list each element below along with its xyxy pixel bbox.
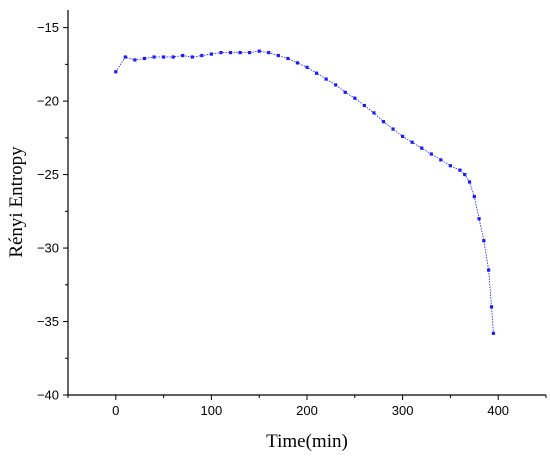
plot-area — [114, 49, 496, 335]
y-tick-label: −20 — [37, 94, 59, 109]
data-point — [142, 56, 147, 61]
data-point — [420, 146, 424, 150]
data-point — [123, 55, 127, 59]
data-point — [410, 140, 414, 144]
data-point — [381, 120, 386, 124]
x-tick-label: 100 — [201, 403, 223, 418]
data-point — [472, 195, 476, 199]
data-point — [314, 71, 319, 75]
data-point — [334, 83, 338, 87]
data-point — [362, 103, 366, 108]
y-tick-label: −25 — [37, 167, 59, 182]
data-point — [458, 168, 462, 172]
x-tick-label: 200 — [296, 403, 318, 418]
data-point — [353, 96, 357, 100]
data-point — [489, 305, 494, 309]
data-point — [391, 127, 395, 131]
data-point — [190, 55, 194, 59]
data-point — [181, 53, 185, 58]
ticks — [63, 27, 547, 400]
data-point — [482, 239, 486, 243]
data-point — [477, 217, 481, 221]
data-point — [200, 53, 204, 58]
data-point — [162, 55, 166, 59]
tick-labels: 0 100 200 300 400 −40 −35 −30 −25 −20 −15 — [37, 20, 509, 418]
series-line — [115, 50, 494, 334]
x-tick-label: 300 — [392, 403, 414, 418]
x-tick-label: 400 — [487, 403, 509, 418]
data-point — [305, 65, 309, 69]
data-point — [324, 77, 328, 81]
data-point — [448, 164, 452, 168]
y-axis-label: Rényi Entropy — [6, 146, 27, 258]
y-tick-label: −35 — [37, 314, 59, 329]
data-point — [295, 61, 300, 65]
data-point — [267, 51, 271, 55]
data-point — [228, 51, 233, 55]
y-tick-label: −30 — [37, 241, 59, 256]
data-point — [467, 180, 472, 184]
data-point — [439, 158, 443, 162]
data-point — [248, 51, 252, 55]
data-point — [286, 56, 290, 61]
data-point — [372, 111, 376, 115]
y-tick-label: −40 — [37, 388, 59, 403]
data-point — [343, 90, 347, 94]
data-point — [491, 331, 496, 335]
data-point — [133, 58, 137, 62]
data-point — [429, 152, 433, 156]
data-point — [114, 70, 118, 74]
data-point — [238, 51, 242, 55]
data-point — [171, 55, 175, 59]
data-point — [219, 51, 223, 55]
data-point — [487, 268, 491, 272]
data-point — [401, 134, 405, 138]
data-point — [257, 49, 261, 53]
x-axis-label: Time(min) — [266, 431, 348, 452]
data-point — [152, 55, 156, 59]
y-tick-label: −15 — [37, 20, 59, 35]
data-point — [463, 172, 467, 177]
data-point — [276, 53, 280, 58]
data-point — [209, 52, 213, 56]
x-tick-label: 0 — [112, 403, 119, 418]
